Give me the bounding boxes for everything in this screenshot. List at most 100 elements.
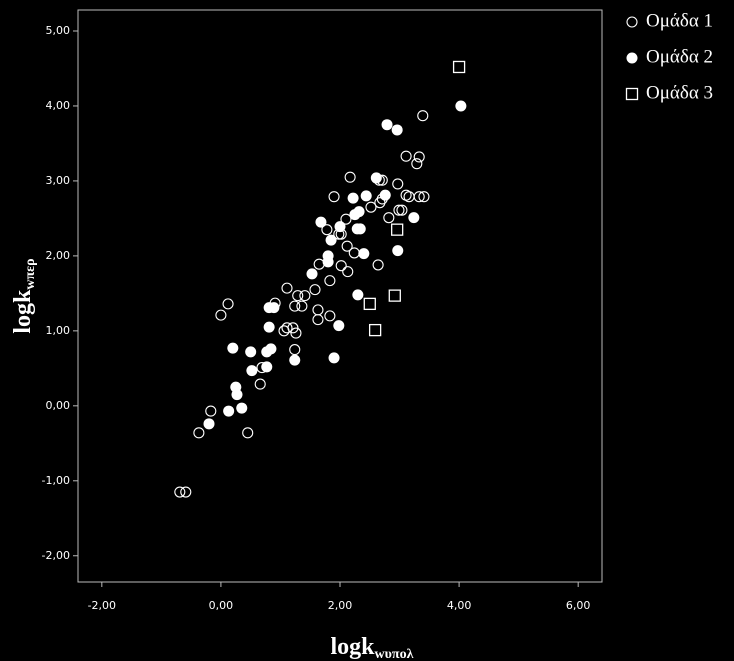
point <box>340 213 352 225</box>
x-tick-label: 6,00 <box>566 599 591 612</box>
x-tick-label: 2,00 <box>328 599 353 612</box>
point <box>370 172 382 184</box>
point <box>392 245 404 257</box>
y-tick-label: 1,00 <box>46 324 71 337</box>
y-tick-label: 3,00 <box>46 174 71 187</box>
y-tick-label: 4,00 <box>46 99 71 112</box>
point <box>396 204 408 216</box>
point <box>413 151 425 163</box>
point <box>324 310 336 322</box>
point <box>360 190 372 202</box>
legend-label: Ομάδα 2 <box>646 46 713 67</box>
legend-label: Ομάδα 1 <box>646 10 713 31</box>
point <box>411 158 423 170</box>
point <box>309 284 321 296</box>
point <box>281 282 293 294</box>
x-label-main: logk <box>331 634 376 660</box>
point <box>254 378 266 390</box>
point <box>245 346 257 358</box>
point <box>379 189 391 201</box>
point <box>400 150 412 162</box>
point <box>227 342 239 354</box>
point <box>236 402 248 414</box>
point <box>321 224 333 236</box>
point <box>193 427 205 439</box>
point <box>388 289 401 302</box>
point <box>341 240 353 252</box>
point <box>289 300 301 312</box>
point <box>383 212 395 224</box>
point <box>349 209 361 221</box>
point <box>174 486 186 498</box>
point <box>363 297 376 311</box>
point <box>205 405 217 417</box>
legend-marker <box>626 16 638 28</box>
point <box>246 365 258 377</box>
y-tick-label: 0,00 <box>46 399 71 412</box>
point <box>306 268 318 280</box>
y-tick-label: -2,00 <box>42 549 70 562</box>
point <box>365 201 377 213</box>
point <box>393 204 405 216</box>
point <box>203 418 215 430</box>
point <box>417 110 429 122</box>
point <box>381 119 393 131</box>
point <box>242 427 254 439</box>
legend-marker <box>626 52 638 64</box>
point <box>261 361 273 373</box>
point <box>335 260 347 272</box>
point <box>372 259 384 271</box>
point <box>315 216 327 228</box>
point <box>358 248 370 260</box>
x-label-sub: wυπολ <box>375 647 414 661</box>
point <box>222 298 234 310</box>
point <box>324 275 336 287</box>
point <box>296 300 308 312</box>
point <box>180 486 192 498</box>
point <box>299 290 311 302</box>
point <box>328 352 340 364</box>
point <box>348 247 360 259</box>
point <box>392 178 404 190</box>
point <box>322 256 334 268</box>
y-tick-label: 5,00 <box>46 24 71 37</box>
point <box>368 323 382 337</box>
point <box>391 124 403 136</box>
point <box>452 60 466 74</box>
point <box>312 304 324 316</box>
point <box>268 302 280 314</box>
legend-label: Ομάδα 3 <box>646 82 713 103</box>
point <box>261 346 273 358</box>
point <box>334 221 346 233</box>
point <box>391 223 404 236</box>
point <box>289 344 301 356</box>
point <box>403 191 415 203</box>
point <box>408 212 420 224</box>
y-label-main: logk <box>10 289 36 334</box>
point <box>292 290 304 302</box>
point <box>344 171 356 183</box>
x-tick-label: 0,00 <box>209 599 234 612</box>
legend-marker <box>625 87 639 101</box>
point <box>418 191 430 203</box>
point <box>223 405 235 417</box>
y-tick-label: 2,00 <box>46 249 71 262</box>
point <box>325 234 337 246</box>
x-tick-label: -2,00 <box>88 599 116 612</box>
point <box>347 192 359 204</box>
point <box>333 320 345 332</box>
point <box>231 389 243 401</box>
point <box>342 266 354 278</box>
y-label-sub: wπερ <box>23 258 38 289</box>
point <box>312 314 324 326</box>
point <box>352 289 364 301</box>
point <box>215 309 227 321</box>
point <box>289 354 301 366</box>
x-axis-label: logkwυπολ <box>331 634 414 661</box>
x-tick-label: 4,00 <box>447 599 472 612</box>
plot-frame <box>77 9 603 583</box>
point <box>278 325 290 337</box>
point <box>354 223 366 235</box>
point <box>281 322 293 334</box>
